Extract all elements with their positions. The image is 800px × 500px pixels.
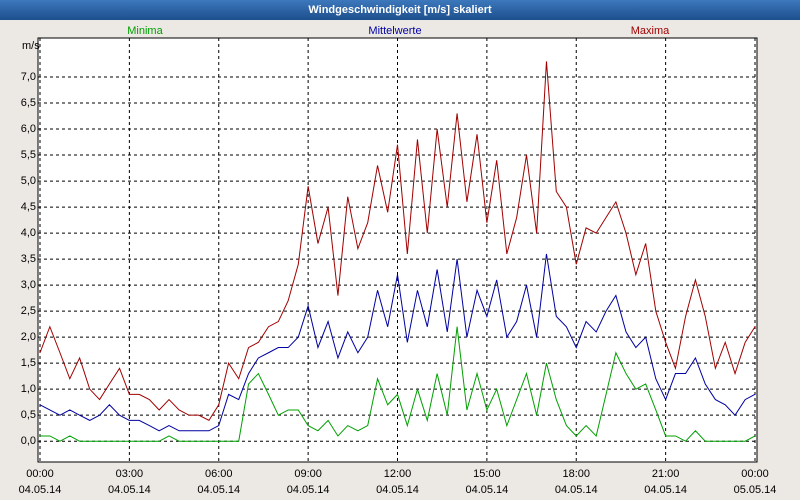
y-tick-label: 6,5 <box>21 97 36 109</box>
y-tick-label: 1,5 <box>21 357 36 369</box>
y-tick-label: 5,5 <box>21 149 36 161</box>
chart-title: Windgeschwindigkeit [m/s] skaliert <box>308 4 492 16</box>
x-tick-date: 04.05.14 <box>555 484 598 496</box>
y-tick-label: 4,5 <box>21 201 36 213</box>
x-tick-date: 05.05.14 <box>734 484 777 496</box>
x-tick-date: 04.05.14 <box>465 484 508 496</box>
legend-entry: Maxima <box>631 25 670 37</box>
y-tick-label: 3,0 <box>21 279 36 291</box>
x-tick-date: 04.05.14 <box>108 484 151 496</box>
x-tick-label: 09:00 <box>294 468 322 480</box>
x-tick-label: 00:00 <box>26 468 54 480</box>
series-line <box>39 61 756 422</box>
title-bar <box>0 0 800 20</box>
y-tick-label: 4,0 <box>21 227 36 239</box>
series-line <box>39 253 756 432</box>
y-axis-label: m/s <box>22 40 40 52</box>
x-tick-date: 04.05.14 <box>376 484 419 496</box>
x-tick-label: 00:00 <box>741 468 769 480</box>
legend-entry: Mittelwerte <box>368 25 421 37</box>
x-tick-date: 04.05.14 <box>644 484 687 496</box>
x-tick-label: 12:00 <box>384 468 412 480</box>
x-tick-label: 06:00 <box>205 468 233 480</box>
x-tick-label: 18:00 <box>562 468 590 480</box>
x-tick-date: 04.05.14 <box>287 484 330 496</box>
x-tick-label: 21:00 <box>652 468 680 480</box>
x-tick-date: 04.05.14 <box>197 484 240 496</box>
y-tick-label: 1,0 <box>21 383 36 395</box>
y-tick-label: 0,5 <box>21 409 36 421</box>
y-tick-label: 0,0 <box>21 435 36 447</box>
x-tick-label: 03:00 <box>116 468 144 480</box>
y-tick-label: 5,0 <box>21 175 36 187</box>
y-tick-label: 6,0 <box>21 123 36 135</box>
series-line <box>40 326 756 442</box>
x-tick-date: 04.05.14 <box>19 484 62 496</box>
y-tick-label: 2,0 <box>21 331 36 343</box>
y-tick-label: 2,5 <box>21 305 36 317</box>
y-tick-label: 3,5 <box>21 253 36 265</box>
legend-entry: Minima <box>127 25 163 37</box>
x-tick-label: 15:00 <box>473 468 501 480</box>
y-tick-label: 7,0 <box>21 71 36 83</box>
